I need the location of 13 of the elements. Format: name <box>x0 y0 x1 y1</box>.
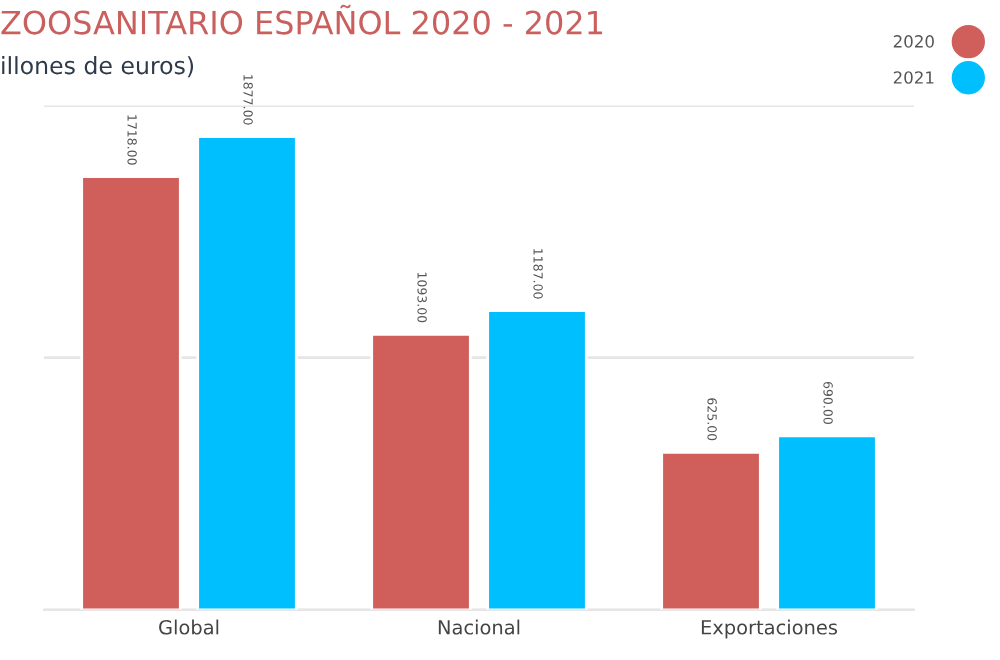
legend-label: 2021 <box>893 71 934 84</box>
x-tick-label: Global <box>159 619 219 635</box>
bar <box>370 332 472 610</box>
bar <box>660 450 762 610</box>
bar <box>80 175 182 610</box>
legend-label: 2020 <box>893 35 934 48</box>
chart-title: ZOOSANITARIO ESPAÑOL 2020 - 2021 <box>1 4 603 35</box>
bar <box>486 309 588 610</box>
chart-subtitle: illones de euros) <box>2 56 194 78</box>
x-tick-label: Exportaciones <box>701 619 838 639</box>
bar <box>196 135 298 610</box>
bar <box>776 434 878 610</box>
x-tick-label: Nacional <box>438 619 520 635</box>
